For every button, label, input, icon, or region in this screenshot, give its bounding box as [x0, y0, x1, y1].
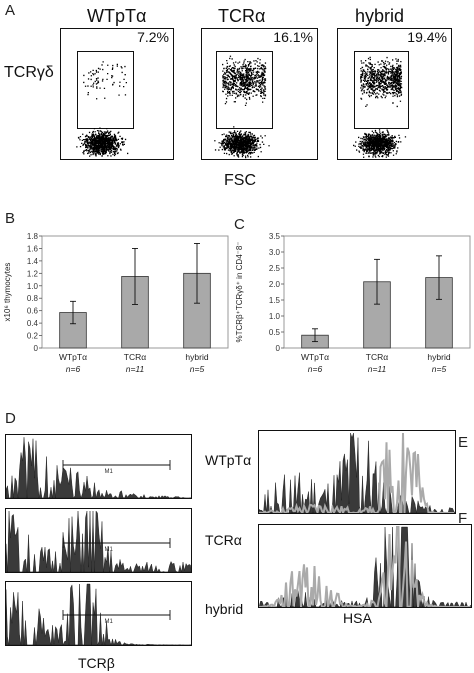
bar [59, 312, 87, 349]
panel-d-label-wtpta: WTpTα [205, 452, 252, 468]
histogram-d-wtpta: M1 [5, 434, 192, 499]
gate-hybrid [354, 51, 409, 129]
y-tick-label: 1.8 [27, 232, 39, 241]
panel-b-letter: B [5, 210, 16, 227]
y-tick-label: 0.8 [27, 294, 39, 303]
y-tick-label: 1.0 [27, 282, 39, 291]
y-tick-label: 1.6 [27, 244, 39, 253]
panel-a-title-2: TCRα [218, 6, 266, 26]
category-label: WTpTα [59, 352, 87, 362]
m1-gate-label: M1 [105, 619, 114, 625]
histogram-e-svg [259, 432, 455, 513]
panel-c-letter: C [234, 216, 245, 233]
panel-e-letter: E [458, 434, 469, 451]
panel-d-x-label: TCRβ [78, 655, 115, 671]
y-tick-label: 2.0 [269, 280, 281, 289]
histogram-d-hybrid: M1 [5, 581, 192, 646]
category-label: WTpTα [301, 352, 329, 362]
gate-wtpta [77, 51, 134, 129]
panel-a-title-3: hybrid [355, 6, 405, 26]
y-axis-label: %TCRβ⁺TCRγδ⁺ in CD4⁻8⁻ [235, 241, 244, 342]
y-tick-label: 0 [34, 344, 39, 353]
facs-plot-wtpta: 7.2% [60, 28, 174, 160]
dots-hybrid [353, 56, 407, 158]
facs-plot-tcra: 16.1% [201, 28, 318, 160]
y-tick-label: 3.5 [269, 232, 281, 241]
y-tick-label: 1.2 [27, 269, 39, 278]
category-label: TCRα [366, 352, 388, 362]
y-tick-label: 0.2 [27, 332, 39, 341]
panel-f-letter: F [458, 510, 468, 527]
category-label: hybrid [427, 352, 450, 362]
y-tick-label: 0.6 [27, 307, 39, 316]
histogram-f [258, 524, 472, 608]
panel-d-label-hybrid: hybrid [205, 601, 244, 617]
percentage-tcra: 16.1% [273, 29, 313, 45]
histogram-fill [6, 583, 191, 645]
n-label: n=11 [368, 364, 387, 374]
m1-gate-label: M1 [105, 547, 114, 553]
histogram-d-hybrid-svg: M1 [6, 583, 191, 645]
category-label: TCRα [124, 352, 146, 362]
panel-a-y-label: TCRγδ [4, 64, 54, 81]
overlay-histogram-line [259, 432, 454, 513]
m1-gate-label: M1 [105, 469, 114, 475]
panel-a-title-1: WTpTα [87, 6, 147, 26]
panel-a-x-label: FSC [224, 172, 256, 189]
panel-d-letter: D [5, 410, 16, 427]
y-tick-label: 0.5 [269, 328, 281, 337]
panel-f-x-label: HSA [343, 610, 372, 626]
dots-tcra [214, 55, 270, 159]
dots-wtpta [76, 61, 129, 157]
histogram-fill [6, 510, 191, 572]
histogram-d-wtpta-svg: M1 [6, 437, 191, 498]
histogram-f-svg [259, 526, 471, 607]
y-tick-label: 1.4 [27, 257, 39, 266]
y-axis-label: x10⁶ thymocytes [3, 263, 12, 322]
y-tick-label: 3.0 [269, 248, 281, 257]
histogram-d-tcra: M1 [5, 508, 192, 573]
gate-tcra [216, 51, 273, 129]
dot-cloud [353, 56, 407, 158]
dot-cloud [214, 55, 270, 159]
percentage-wtpta: 7.2% [137, 29, 169, 45]
panel-a-letter: A [5, 2, 16, 19]
panel-d-label-tcra: TCRα [205, 532, 242, 548]
facs-plot-hybrid: 19.4% [337, 28, 452, 160]
y-tick-label: 2.5 [269, 264, 281, 273]
histogram-e [258, 430, 456, 514]
histogram-fill [259, 526, 471, 607]
n-label: n=6 [308, 364, 323, 374]
y-tick-label: 0.4 [27, 319, 39, 328]
n-label: n=5 [432, 364, 447, 374]
dot-cloud [76, 61, 129, 157]
n-label: n=11 [126, 364, 145, 374]
y-tick-label: 1.0 [269, 312, 281, 321]
histogram-fill [6, 437, 191, 498]
histogram-fill [259, 432, 455, 513]
y-tick-label: 1.5 [269, 296, 281, 305]
category-label: hybrid [185, 352, 208, 362]
n-label: n=6 [66, 364, 81, 374]
n-label: n=5 [190, 364, 205, 374]
y-tick-label: 0 [276, 344, 281, 353]
percentage-hybrid: 19.4% [407, 29, 447, 45]
overlay-histogram-line [259, 526, 471, 607]
chart-b: 0 0.2 0.4 0.6 0.8 1.0 1.2 1.4 1.6 1.8 x10⁶ thymocy… [3, 232, 229, 374]
chart-c: 0 0.5 1.0 1.5 2.0 2.5 3.0 3.5 %TCRβ⁺TCRγδ⁺ in CD… [235, 232, 471, 374]
histogram-d-tcra-svg: M1 [6, 510, 191, 572]
